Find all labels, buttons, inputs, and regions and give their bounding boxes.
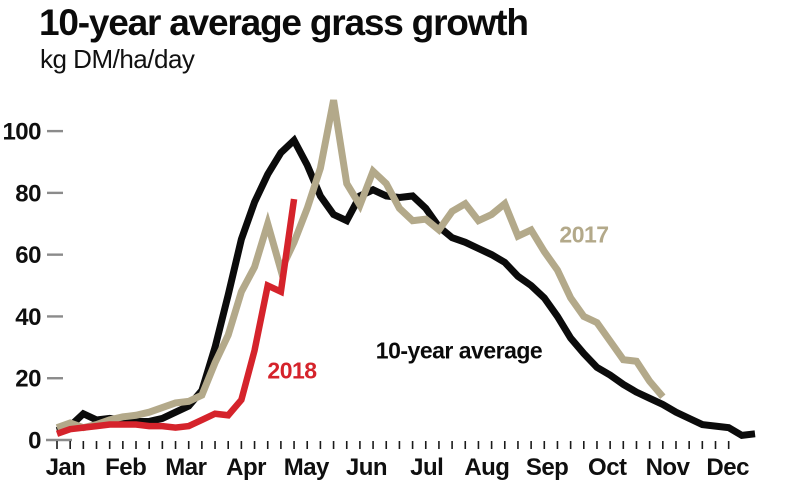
y-axis-label: 20 <box>15 366 41 393</box>
x-axis-month-label: Feb <box>105 454 146 481</box>
series-line-2017 <box>55 99 666 432</box>
y-axis-label: 80 <box>15 180 41 207</box>
series-line-10-year-average <box>55 134 756 439</box>
x-axis-month-label: Oct <box>588 454 627 481</box>
x-axis-month-label: Apr <box>226 454 266 481</box>
y-axis-label: 0 <box>28 428 41 455</box>
series-label-10-year-average: 10-year average <box>375 337 543 364</box>
x-axis-month-label: Sep <box>526 454 569 481</box>
x-axis-month-label: Jul <box>410 454 443 481</box>
y-axis-label: 40 <box>15 304 41 331</box>
x-axis-month-label: May <box>284 454 330 481</box>
series-label-2018: 2018 <box>267 357 317 384</box>
series-label-2017: 2017 <box>559 221 609 248</box>
x-axis-month-label: Jun <box>346 454 387 481</box>
x-axis-month-label: Nov <box>646 454 691 481</box>
x-axis-month-label: Mar <box>165 454 206 481</box>
chart-title: 10-year average grass growth <box>39 2 529 43</box>
chart-unit-label: kg DM/ha/day <box>40 44 195 74</box>
series-line-2018 <box>55 198 298 437</box>
x-axis-month-label: Aug <box>464 454 509 481</box>
x-axis-month-label: Jan <box>46 454 86 481</box>
y-axis-label: 60 <box>15 242 41 269</box>
x-axis-month-label: Dec <box>706 454 749 481</box>
y-axis-label: 100 <box>2 119 41 146</box>
